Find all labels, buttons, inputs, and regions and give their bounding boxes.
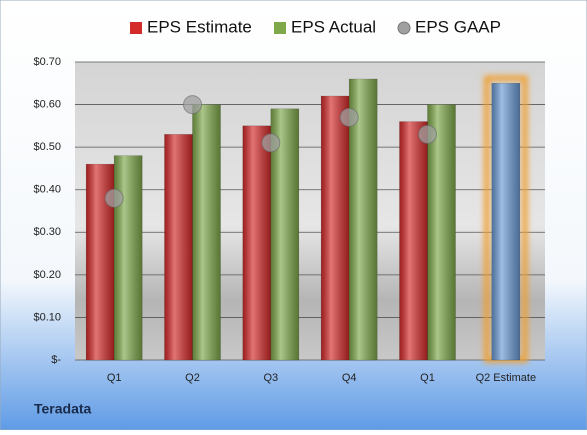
x-tick-label: Q4: [342, 372, 357, 384]
x-tick-label: Q3: [263, 372, 278, 384]
bar-shine: [491, 83, 520, 361]
x-tick-label: Q1: [420, 372, 435, 384]
marker: [183, 95, 202, 115]
y-tick-label: $0.20: [33, 269, 61, 281]
footer: Teradata: [34, 401, 92, 417]
y-tick-label: $0.30: [33, 226, 61, 238]
x-tick-label: Q2 Estimate: [476, 372, 537, 384]
legend-label: EPS Actual: [291, 17, 376, 36]
legend-swatch: [274, 22, 286, 34]
bar-shine: [114, 155, 143, 360]
x-tick-label: Q1: [107, 372, 122, 384]
marker: [418, 124, 437, 144]
bar-shine: [399, 121, 428, 360]
y-tick-label: $-: [51, 354, 61, 366]
bar-shine: [164, 134, 193, 360]
y-tick-label: $0.70: [33, 56, 61, 68]
bar-shine: [427, 104, 456, 360]
y-tick-label: $0.10: [33, 311, 61, 323]
marker: [261, 133, 281, 153]
legend-label: EPS GAAP: [415, 17, 501, 36]
bar-shine: [242, 125, 271, 360]
x-tick-label: Q2: [185, 372, 200, 384]
y-tick-label: $0.60: [33, 98, 61, 110]
bar-shine: [192, 104, 221, 360]
legend-swatch: [130, 22, 142, 34]
legend-swatch: [397, 21, 411, 35]
bar-shine: [349, 79, 378, 361]
marker: [339, 107, 359, 127]
y-tick-label: $0.50: [33, 141, 61, 153]
legend-label: EPS Estimate: [147, 17, 252, 36]
y-tick-label: $0.40: [33, 184, 61, 196]
bar-shine: [321, 96, 350, 361]
plot-area: [75, 62, 545, 360]
marker: [104, 188, 124, 208]
